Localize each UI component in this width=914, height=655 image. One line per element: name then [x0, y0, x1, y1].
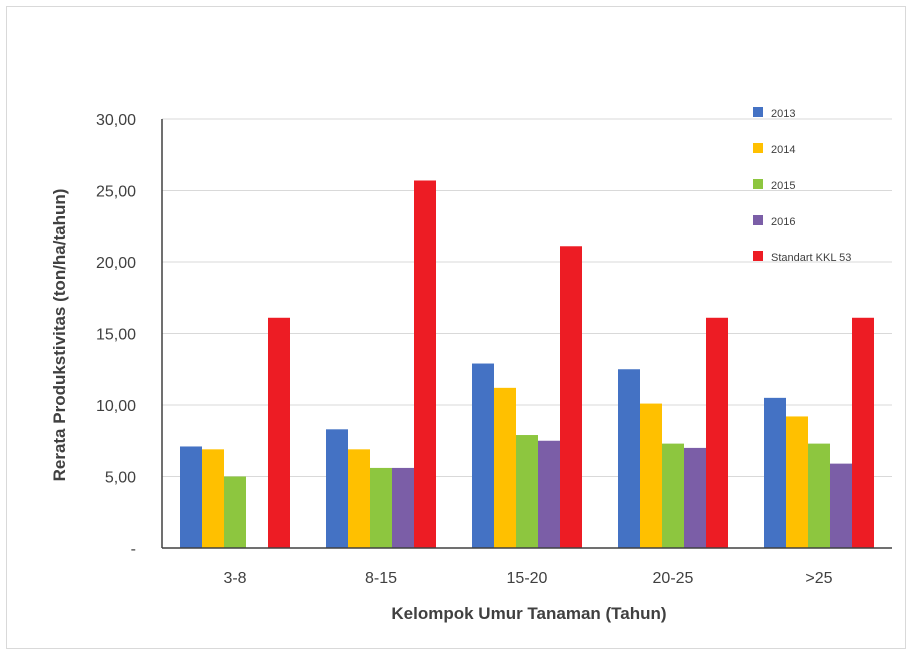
- y-tick-label: -: [131, 541, 136, 558]
- legend-swatch: [753, 107, 763, 117]
- x-tick-label: >25: [805, 570, 832, 587]
- bar: [684, 447, 706, 548]
- bar: [348, 449, 370, 548]
- y-tick-label: 20,00: [96, 255, 136, 272]
- legend-swatch: [753, 143, 763, 153]
- bar: [808, 443, 830, 548]
- x-tick-label: 20-25: [653, 570, 694, 587]
- x-tick-labels: 3-8 8-15 15-20 20-25 >25: [223, 570, 832, 587]
- bar: [786, 416, 808, 548]
- y-axis-title: Rerata Produkstivitas (ton/ha/tahun): [50, 189, 69, 482]
- bar: [180, 446, 202, 548]
- bar: [618, 369, 640, 548]
- bar: [830, 463, 852, 548]
- chart-frame: - 5,00 10,00 15,00 20,00 25,00 30,00 3-8 8-15 15…: [6, 6, 906, 649]
- bar-chart: - 5,00 10,00 15,00 20,00 25,00 30,00 3-8 8-15 15…: [50, 107, 892, 623]
- bar: [224, 476, 246, 548]
- bar: [494, 387, 516, 548]
- legend-label: 2016: [771, 216, 795, 228]
- y-tick-label: 25,00: [96, 184, 136, 201]
- bar: [764, 397, 786, 548]
- legend-swatch: [753, 215, 763, 225]
- x-tick-label: 3-8: [223, 570, 246, 587]
- legend: 2013 2014 2015 2016 Standart KKL 53: [753, 107, 851, 264]
- bar: [392, 467, 414, 548]
- legend-swatch: [753, 251, 763, 261]
- bars: [180, 180, 874, 549]
- bar: [852, 317, 874, 548]
- y-tick-labels: - 5,00 10,00 15,00 20,00 25,00 30,00: [96, 112, 136, 558]
- bar: [414, 180, 436, 549]
- bar: [516, 435, 538, 548]
- legend-label: 2013: [771, 108, 795, 120]
- bar: [202, 449, 224, 548]
- bar: [370, 467, 392, 548]
- y-tick-label: 30,00: [96, 112, 136, 129]
- axes: [161, 119, 892, 549]
- x-tick-label: 15-20: [507, 570, 548, 587]
- bar: [560, 246, 582, 548]
- bar: [472, 363, 494, 548]
- legend-label: 2014: [771, 144, 795, 156]
- bar: [268, 317, 290, 548]
- legend-swatch: [753, 179, 763, 189]
- y-tick-label: 5,00: [105, 470, 136, 487]
- bar: [538, 440, 560, 548]
- x-axis-title: Kelompok Umur Tanaman (Tahun): [391, 604, 666, 623]
- x-tick-label: 8-15: [365, 570, 397, 587]
- legend-label: Standart KKL 53: [771, 252, 851, 264]
- bar: [326, 429, 348, 548]
- bar: [706, 317, 728, 548]
- y-tick-label: 15,00: [96, 327, 136, 344]
- y-tick-label: 10,00: [96, 398, 136, 415]
- bar: [640, 403, 662, 548]
- legend-label: 2015: [771, 180, 795, 192]
- bar: [662, 443, 684, 548]
